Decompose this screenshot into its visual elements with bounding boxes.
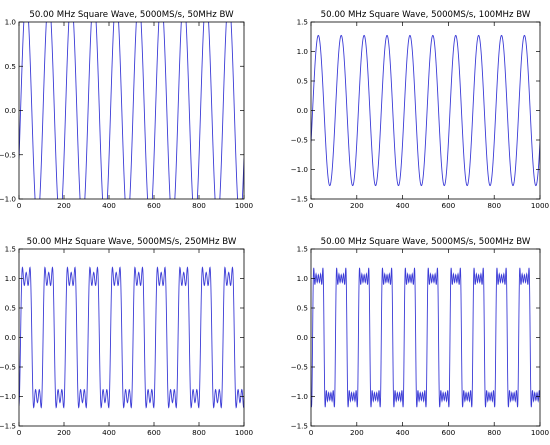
plot-1: 50.00 MHz Square Wave, 5000MS/s, 50MHz B…	[0, 10, 254, 210]
y-tick-label: −1.0	[291, 165, 309, 174]
x-tick-label: 200	[350, 428, 364, 437]
y-tick-label: 1.0	[297, 47, 309, 56]
y-tick-label: −1.5	[291, 195, 308, 204]
x-tick-label: 800	[487, 201, 501, 210]
axes-frame	[18, 21, 245, 200]
x-tick-label: 1000	[235, 201, 254, 210]
y-tick-label: 1.5	[297, 245, 308, 254]
x-tick-label: 1000	[531, 428, 550, 437]
y-tick-label: −1.0	[0, 195, 16, 204]
y-tick-label: 1.0	[297, 274, 309, 283]
x-tick-label: 600	[147, 428, 161, 437]
x-tick-label: 800	[192, 201, 206, 210]
plot-4: 50.00 MHz Square Wave, 5000MS/s, 500MHz …	[291, 237, 550, 437]
y-tick-label: 0.0	[5, 106, 17, 115]
series-line	[19, 22, 244, 199]
y-tick-label: 1.5	[297, 18, 308, 27]
y-tick-label: 0.5	[297, 77, 308, 86]
x-tick-label: 200	[57, 428, 71, 437]
series-line	[311, 267, 540, 408]
y-tick-label: −1.0	[291, 392, 309, 401]
y-tick-label: 0.0	[297, 106, 309, 115]
x-tick-label: 800	[487, 428, 501, 437]
y-tick-label: 1.0	[5, 274, 17, 283]
y-tick-label: −0.5	[0, 363, 16, 372]
x-tick-label: 0	[17, 428, 22, 437]
y-tick-label: 0.5	[297, 304, 308, 313]
y-tick-label: 0.0	[5, 333, 17, 342]
x-tick-label: 600	[442, 428, 456, 437]
plot-title: 50.00 MHz Square Wave, 5000MS/s, 500MHz …	[321, 237, 531, 247]
y-tick-label: −1.5	[291, 422, 308, 431]
x-tick-label: 0	[309, 428, 314, 437]
x-tick-label: 200	[350, 201, 364, 210]
x-tick-label: 1000	[531, 201, 550, 210]
x-tick-label: 600	[147, 201, 161, 210]
y-tick-label: 1.0	[5, 18, 17, 27]
series-line	[19, 266, 244, 409]
x-tick-label: 400	[102, 201, 116, 210]
x-tick-label: 600	[442, 201, 456, 210]
x-tick-label: 200	[57, 201, 71, 210]
y-tick-label: −0.5	[0, 150, 16, 159]
x-tick-label: 800	[192, 428, 206, 437]
plot-2: 50.00 MHz Square Wave, 5000MS/s, 100MHz …	[291, 10, 550, 210]
x-tick-label: 0	[17, 201, 22, 210]
plot-3: 50.00 MHz Square Wave, 5000MS/s, 250MHz …	[0, 237, 254, 437]
x-tick-label: 0	[309, 201, 314, 210]
y-tick-label: −0.5	[291, 136, 308, 145]
y-tick-label: −1.0	[0, 392, 16, 401]
x-tick-label: 400	[396, 428, 410, 437]
x-tick-label: 400	[102, 428, 116, 437]
y-tick-label: 1.5	[5, 245, 16, 254]
plot-title: 50.00 MHz Square Wave, 5000MS/s, 250MHz …	[27, 237, 237, 247]
series-line	[311, 34, 540, 187]
y-tick-label: −0.5	[291, 363, 308, 372]
axes-frame	[310, 21, 541, 200]
y-tick-label: 0.5	[5, 62, 16, 71]
y-tick-label: −1.5	[0, 422, 16, 431]
y-tick-label: 0.0	[297, 333, 309, 342]
plot-title: 50.00 MHz Square Wave, 5000MS/s, 50MHz B…	[29, 10, 234, 20]
x-tick-label: 400	[396, 201, 410, 210]
x-tick-label: 1000	[235, 428, 254, 437]
plot-title: 50.00 MHz Square Wave, 5000MS/s, 100MHz …	[321, 10, 531, 20]
y-tick-label: 0.5	[5, 304, 16, 313]
